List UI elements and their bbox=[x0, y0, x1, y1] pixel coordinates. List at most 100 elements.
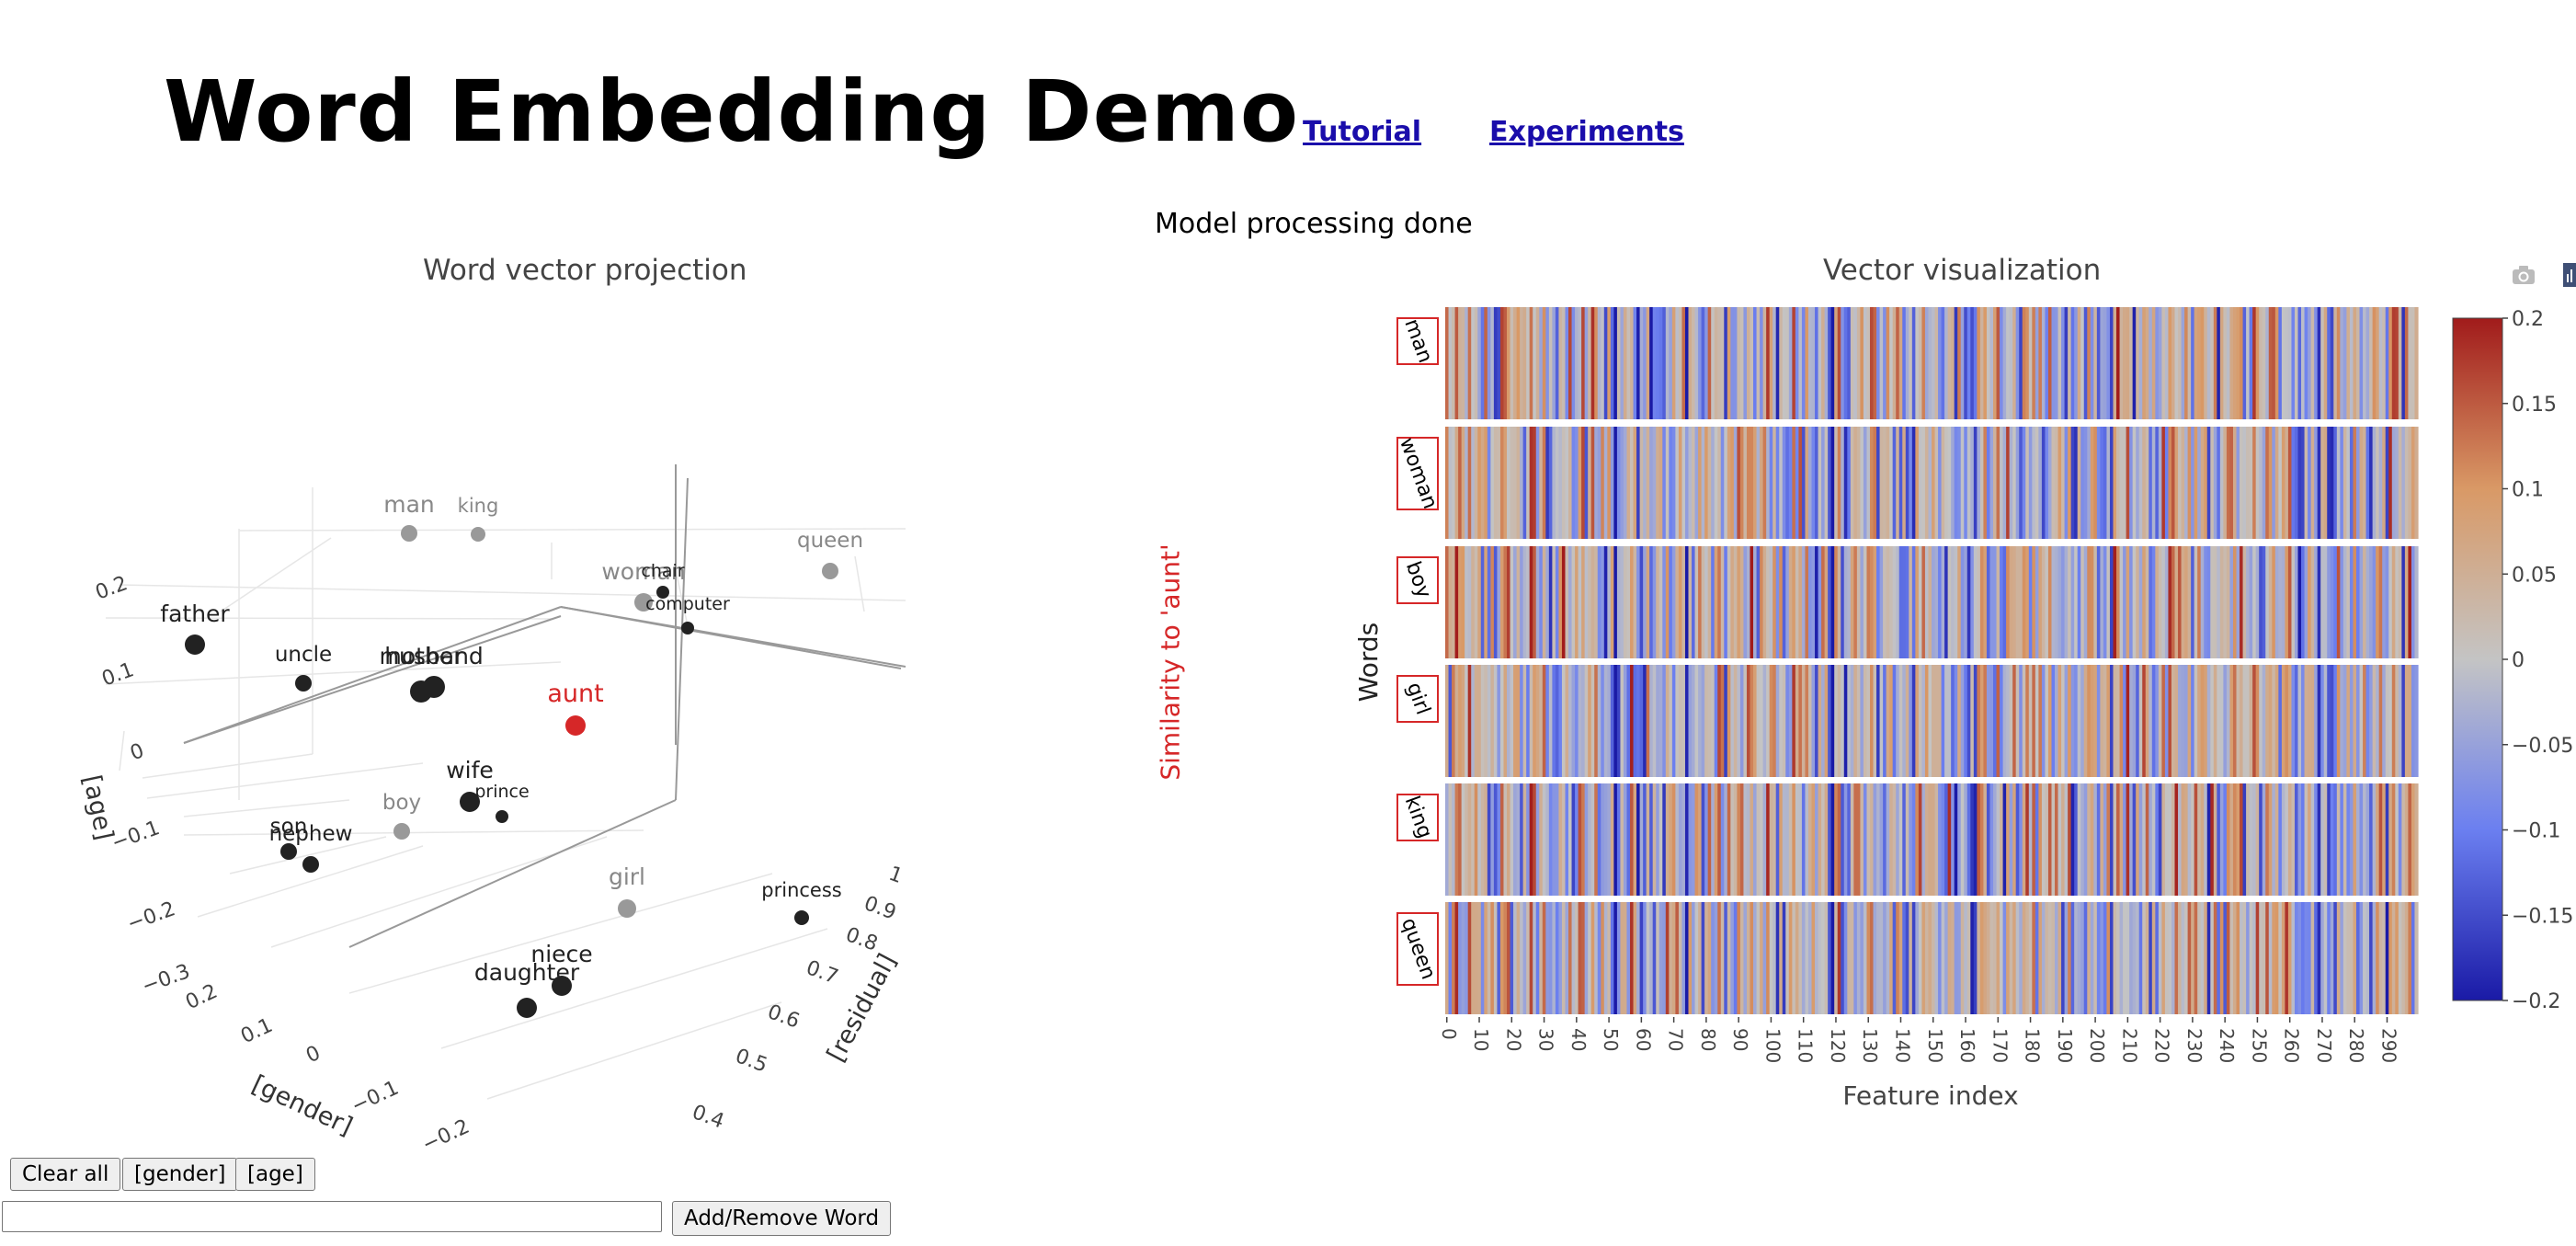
heatmap-cell bbox=[2045, 665, 2049, 777]
heatmap-cell bbox=[2047, 783, 2053, 896]
heatmap-cell bbox=[1753, 665, 1758, 777]
point-girl[interactable]: girl bbox=[609, 863, 645, 918]
point-marker[interactable] bbox=[552, 976, 572, 996]
heatmap-cell bbox=[2323, 902, 2328, 1014]
word-input[interactable] bbox=[2, 1201, 662, 1232]
point-marker[interactable] bbox=[618, 899, 636, 918]
point-son[interactable]: son bbox=[270, 815, 308, 860]
heatmap-cell bbox=[1746, 427, 1751, 539]
heatmap-cell bbox=[2226, 902, 2231, 1014]
point-marker[interactable] bbox=[656, 586, 669, 599]
heatmap-cell bbox=[2038, 427, 2043, 539]
point-daughter[interactable]: daughter bbox=[474, 959, 580, 1018]
tutorial-link[interactable]: Tutorial bbox=[1303, 116, 1422, 148]
point-prince[interactable]: prince bbox=[474, 782, 530, 823]
heatmap-cell bbox=[1681, 427, 1686, 539]
heatmap-cell bbox=[2294, 307, 2299, 419]
experiments-link[interactable]: Experiments bbox=[1489, 116, 1684, 148]
point-marker[interactable] bbox=[302, 856, 319, 873]
point-uncle[interactable]: uncle bbox=[275, 643, 332, 692]
heatmap-cell bbox=[1938, 902, 1943, 1014]
heatmap-cell bbox=[1869, 783, 1875, 896]
point-queen[interactable]: queen bbox=[797, 529, 863, 579]
heatmap-cell bbox=[1996, 427, 2000, 539]
heatmap-cell bbox=[2259, 307, 2263, 419]
point-marker[interactable] bbox=[393, 823, 410, 840]
age-button[interactable]: [age] bbox=[235, 1158, 315, 1191]
point-marker[interactable] bbox=[565, 715, 586, 736]
point-marker[interactable] bbox=[280, 843, 297, 860]
clear-all-button[interactable]: Clear all bbox=[10, 1158, 121, 1191]
heatmap-cell bbox=[2100, 546, 2104, 658]
heatmap-cell bbox=[2171, 427, 2176, 539]
heatmap-cell bbox=[1535, 546, 1540, 658]
point-marker[interactable] bbox=[634, 593, 653, 612]
point-marker[interactable] bbox=[401, 525, 417, 542]
point-father[interactable]: father bbox=[160, 600, 230, 655]
heatmap-cell bbox=[2009, 783, 2013, 896]
point-marker[interactable] bbox=[822, 563, 838, 579]
heatmap-cell bbox=[1588, 665, 1592, 777]
gender-button[interactable]: [gender] bbox=[122, 1158, 238, 1191]
heatmap-cell bbox=[1932, 783, 1936, 896]
point-boy[interactable]: boy bbox=[382, 791, 421, 840]
point-marker[interactable] bbox=[423, 676, 445, 698]
point-marker[interactable] bbox=[295, 675, 312, 692]
heatmap-cell bbox=[2259, 902, 2263, 1014]
heatmap-cell bbox=[2291, 783, 2296, 896]
heatmap-cell bbox=[1805, 307, 1809, 419]
point-marker[interactable] bbox=[496, 810, 508, 823]
heatmap-cell bbox=[1669, 546, 1673, 658]
projection-plot[interactable]: 0.20.10−0.1−0.2−0.30.20.10−0.1−0.210.90.… bbox=[0, 267, 929, 1159]
heatmap-cell bbox=[1571, 783, 1576, 896]
camera-icon[interactable] bbox=[2510, 263, 2537, 287]
heatmap-cell bbox=[1658, 546, 1663, 658]
heatmap-cell bbox=[1934, 307, 1939, 419]
heatmap-cell bbox=[1918, 307, 1923, 419]
heatmap-cell bbox=[2404, 902, 2410, 1014]
point-marker[interactable] bbox=[794, 910, 809, 925]
heatmap-cell bbox=[2206, 902, 2211, 1014]
point-computer[interactable]: computer bbox=[645, 594, 730, 634]
heatmap-cell bbox=[1989, 546, 1994, 658]
point-marker[interactable] bbox=[460, 792, 480, 812]
heatmap-cell bbox=[2336, 902, 2341, 1014]
point-marker[interactable] bbox=[471, 527, 485, 542]
heatmap-cell bbox=[2119, 546, 2124, 658]
heatmap-cell bbox=[1883, 427, 1887, 539]
heatmap-cell bbox=[2252, 902, 2257, 1014]
point-man[interactable]: man bbox=[383, 491, 435, 542]
point-husband[interactable]: husband bbox=[384, 643, 484, 698]
heatmap-cell bbox=[1834, 546, 1839, 658]
point-niece[interactable]: niece bbox=[530, 941, 593, 996]
point-nephew[interactable]: nephew bbox=[269, 822, 353, 873]
heatmap-cell bbox=[1490, 427, 1495, 539]
heatmap-cell bbox=[2330, 427, 2334, 539]
heatmap-cell bbox=[2223, 665, 2228, 777]
point-mother[interactable]: mother bbox=[380, 643, 464, 703]
point-wife[interactable]: wife bbox=[446, 757, 494, 812]
heatmap-cell bbox=[1951, 427, 1955, 539]
point-marker[interactable] bbox=[681, 622, 694, 634]
point-marker[interactable] bbox=[517, 998, 537, 1018]
point-marker[interactable] bbox=[185, 634, 205, 655]
heatmap-cell bbox=[1973, 665, 1978, 777]
point-king[interactable]: king bbox=[458, 495, 499, 542]
heatmap-cell bbox=[1743, 546, 1748, 658]
heatmap-cell bbox=[1616, 783, 1622, 896]
add-remove-word-button[interactable]: Add/Remove Word bbox=[672, 1201, 892, 1236]
point-chair[interactable]: chair bbox=[641, 561, 685, 599]
plotly-logo-icon[interactable] bbox=[2563, 263, 2576, 287]
grid-line bbox=[105, 617, 553, 620]
heatmap-cell bbox=[1737, 427, 1741, 539]
heatmap-cell bbox=[1934, 427, 1939, 539]
heatmap-cell bbox=[1520, 665, 1524, 777]
x-tick-label: 250 bbox=[2248, 1028, 2270, 1063]
heatmap-cell bbox=[2032, 427, 2036, 539]
point-aunt[interactable]: aunt bbox=[547, 680, 604, 736]
point-princess[interactable]: princess bbox=[761, 879, 842, 925]
heatmap-cell bbox=[2252, 427, 2257, 539]
point-woman[interactable]: woman bbox=[601, 558, 686, 612]
